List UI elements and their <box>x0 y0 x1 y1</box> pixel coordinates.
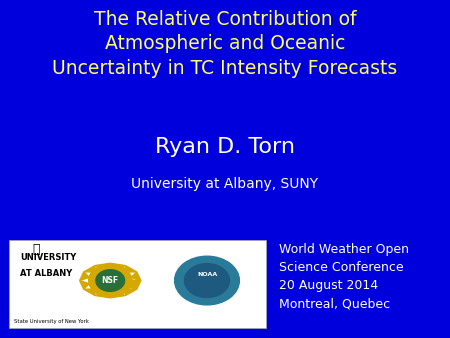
Circle shape <box>175 256 239 305</box>
Circle shape <box>96 270 125 291</box>
Polygon shape <box>80 281 90 289</box>
Polygon shape <box>110 292 126 298</box>
FancyBboxPatch shape <box>9 240 266 328</box>
Text: World Weather Open
Science Conference
20 August 2014
Montreal, Quebec: World Weather Open Science Conference 20… <box>279 243 409 310</box>
Polygon shape <box>95 292 110 298</box>
Circle shape <box>89 264 132 297</box>
Text: The Relative Contribution of
Atmospheric and Oceanic
Uncertainty in TC Intensity: The Relative Contribution of Atmospheric… <box>52 10 398 78</box>
Polygon shape <box>131 272 141 281</box>
Text: UNIVERSITY: UNIVERSITY <box>20 254 76 263</box>
Polygon shape <box>126 266 137 272</box>
Text: University at Albany, SUNY: University at Albany, SUNY <box>131 177 319 191</box>
Polygon shape <box>126 289 137 295</box>
Text: 🏛: 🏛 <box>32 243 40 256</box>
Text: NOAA: NOAA <box>197 272 217 277</box>
Text: State University of New York: State University of New York <box>14 319 88 324</box>
Text: AT ALBANY: AT ALBANY <box>20 269 72 278</box>
Text: NSF: NSF <box>102 276 119 285</box>
Polygon shape <box>84 289 95 295</box>
Circle shape <box>184 264 230 297</box>
Polygon shape <box>95 263 110 269</box>
Polygon shape <box>80 272 90 281</box>
Polygon shape <box>84 266 95 272</box>
Polygon shape <box>110 263 126 269</box>
Polygon shape <box>90 277 141 289</box>
Text: Ryan D. Torn: Ryan D. Torn <box>155 137 295 157</box>
